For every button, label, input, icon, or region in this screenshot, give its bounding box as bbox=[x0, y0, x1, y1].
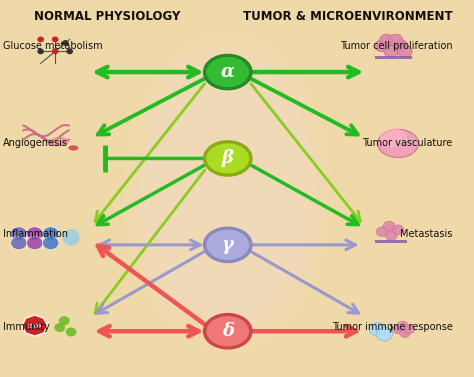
Circle shape bbox=[383, 221, 395, 231]
Ellipse shape bbox=[204, 141, 252, 176]
Bar bbox=[375, 56, 412, 59]
Circle shape bbox=[376, 227, 388, 237]
Ellipse shape bbox=[206, 315, 250, 347]
Circle shape bbox=[376, 328, 392, 341]
Circle shape bbox=[389, 34, 403, 46]
Text: γ: γ bbox=[222, 236, 234, 254]
Text: Tumor vasculature: Tumor vasculature bbox=[362, 138, 453, 149]
Text: Tumor cell proliferation: Tumor cell proliferation bbox=[340, 41, 453, 51]
Text: Immunity: Immunity bbox=[3, 322, 50, 333]
Circle shape bbox=[392, 325, 403, 334]
Circle shape bbox=[59, 316, 70, 325]
Ellipse shape bbox=[378, 129, 419, 158]
Text: β: β bbox=[222, 149, 234, 167]
Circle shape bbox=[53, 49, 58, 54]
Ellipse shape bbox=[204, 314, 252, 348]
Circle shape bbox=[397, 321, 408, 330]
Text: TUMOR & MICROENVIRONMENT: TUMOR & MICROENVIRONMENT bbox=[243, 10, 453, 23]
Circle shape bbox=[404, 325, 415, 334]
Circle shape bbox=[43, 236, 59, 250]
Ellipse shape bbox=[51, 137, 69, 146]
Ellipse shape bbox=[63, 229, 80, 246]
Ellipse shape bbox=[206, 229, 250, 261]
Circle shape bbox=[38, 49, 43, 54]
Circle shape bbox=[385, 231, 397, 240]
Text: δ: δ bbox=[222, 322, 234, 340]
Ellipse shape bbox=[204, 228, 252, 262]
Circle shape bbox=[65, 328, 76, 337]
Circle shape bbox=[400, 329, 410, 338]
Text: Metastasis: Metastasis bbox=[400, 228, 453, 239]
Circle shape bbox=[375, 40, 390, 52]
Circle shape bbox=[384, 45, 399, 57]
Circle shape bbox=[67, 49, 73, 54]
Text: STOP: STOP bbox=[27, 324, 42, 329]
Circle shape bbox=[27, 236, 43, 250]
Ellipse shape bbox=[204, 55, 252, 89]
Text: Glucose metabolism: Glucose metabolism bbox=[3, 41, 102, 51]
Ellipse shape bbox=[68, 145, 78, 150]
Text: NORMAL PHYSIOLOGY: NORMAL PHYSIOLOGY bbox=[34, 10, 181, 23]
Ellipse shape bbox=[380, 129, 407, 147]
Circle shape bbox=[398, 45, 412, 57]
Circle shape bbox=[63, 41, 68, 45]
Circle shape bbox=[379, 34, 394, 46]
Ellipse shape bbox=[206, 56, 250, 88]
Circle shape bbox=[393, 40, 408, 52]
Circle shape bbox=[369, 323, 386, 336]
Ellipse shape bbox=[206, 143, 250, 175]
Text: Inflammation: Inflammation bbox=[3, 228, 68, 239]
Circle shape bbox=[392, 225, 404, 235]
Circle shape bbox=[43, 227, 59, 240]
Circle shape bbox=[55, 323, 65, 332]
Text: Angiogenesis: Angiogenesis bbox=[3, 138, 68, 149]
Text: α: α bbox=[221, 63, 235, 81]
Circle shape bbox=[11, 236, 27, 250]
Circle shape bbox=[38, 37, 43, 41]
Circle shape bbox=[53, 37, 58, 41]
Text: Tumor immune response: Tumor immune response bbox=[332, 322, 453, 333]
Bar bbox=[375, 240, 407, 243]
Circle shape bbox=[11, 227, 27, 240]
Circle shape bbox=[27, 227, 43, 240]
